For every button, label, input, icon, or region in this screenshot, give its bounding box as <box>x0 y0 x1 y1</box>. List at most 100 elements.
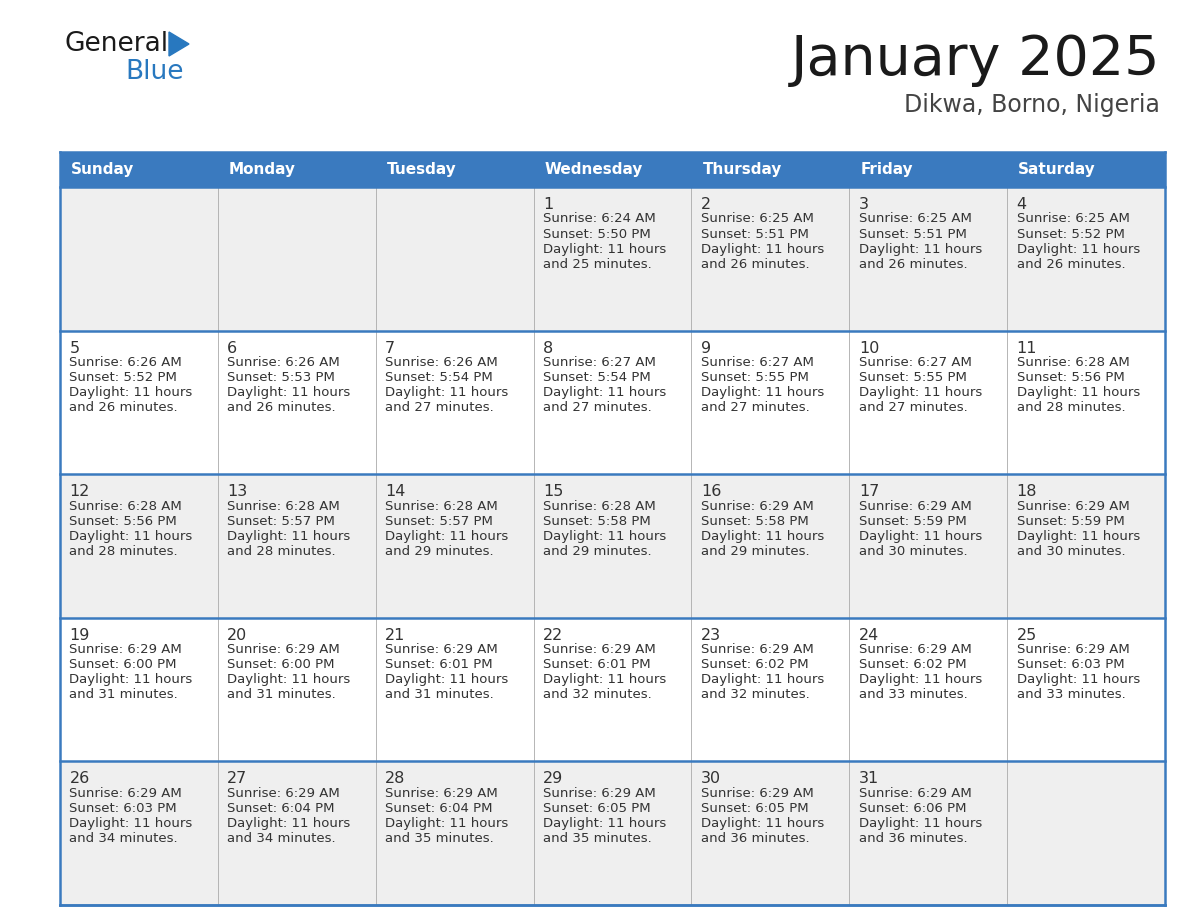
Text: 23: 23 <box>701 628 721 643</box>
Bar <box>849 187 1007 330</box>
Text: Daylight: 11 hours: Daylight: 11 hours <box>69 673 192 687</box>
Text: Daylight: 11 hours: Daylight: 11 hours <box>69 530 192 543</box>
Text: Sunset: 5:59 PM: Sunset: 5:59 PM <box>1017 515 1124 528</box>
Text: Daylight: 11 hours: Daylight: 11 hours <box>227 386 350 399</box>
Text: Sunset: 6:00 PM: Sunset: 6:00 PM <box>227 658 335 671</box>
Text: Sunset: 5:52 PM: Sunset: 5:52 PM <box>69 371 177 384</box>
Bar <box>849 761 1007 905</box>
Text: Sunset: 6:03 PM: Sunset: 6:03 PM <box>1017 658 1124 671</box>
Text: Daylight: 11 hours: Daylight: 11 hours <box>1017 530 1139 543</box>
Bar <box>375 152 533 187</box>
Text: Sunrise: 6:24 AM: Sunrise: 6:24 AM <box>543 212 656 226</box>
Text: Sunrise: 6:29 AM: Sunrise: 6:29 AM <box>543 644 656 656</box>
Text: Sunrise: 6:29 AM: Sunrise: 6:29 AM <box>859 787 972 800</box>
Text: 12: 12 <box>69 484 90 499</box>
Text: Sunrise: 6:29 AM: Sunrise: 6:29 AM <box>227 787 340 800</box>
Text: Sunrise: 6:29 AM: Sunrise: 6:29 AM <box>227 644 340 656</box>
Text: and 33 minutes.: and 33 minutes. <box>859 688 967 701</box>
Text: 11: 11 <box>1017 341 1037 355</box>
Bar <box>1007 187 1165 330</box>
Text: Sunset: 5:51 PM: Sunset: 5:51 PM <box>701 228 809 241</box>
Bar <box>1007 475 1165 618</box>
Text: Sunrise: 6:28 AM: Sunrise: 6:28 AM <box>543 499 656 512</box>
Text: Sunrise: 6:29 AM: Sunrise: 6:29 AM <box>701 787 814 800</box>
Text: January 2025: January 2025 <box>790 33 1159 87</box>
Bar <box>217 475 375 618</box>
Bar <box>1007 152 1165 187</box>
Text: and 28 minutes.: and 28 minutes. <box>69 544 178 558</box>
Text: Daylight: 11 hours: Daylight: 11 hours <box>543 817 666 830</box>
Text: Daylight: 11 hours: Daylight: 11 hours <box>859 817 982 830</box>
Text: 15: 15 <box>543 484 563 499</box>
Text: 18: 18 <box>1017 484 1037 499</box>
Text: Sunrise: 6:26 AM: Sunrise: 6:26 AM <box>227 356 340 369</box>
Text: and 27 minutes.: and 27 minutes. <box>701 401 810 414</box>
Text: Wednesday: Wednesday <box>544 162 643 177</box>
Text: and 32 minutes.: and 32 minutes. <box>701 688 810 701</box>
Text: Sunset: 6:06 PM: Sunset: 6:06 PM <box>859 802 966 815</box>
Text: Sunset: 5:54 PM: Sunset: 5:54 PM <box>543 371 651 384</box>
Text: Sunset: 6:04 PM: Sunset: 6:04 PM <box>227 802 335 815</box>
Text: and 25 minutes.: and 25 minutes. <box>543 258 652 271</box>
Text: 2: 2 <box>701 197 712 212</box>
Text: and 31 minutes.: and 31 minutes. <box>385 688 494 701</box>
Text: and 26 minutes.: and 26 minutes. <box>69 401 178 414</box>
Text: and 28 minutes.: and 28 minutes. <box>227 544 336 558</box>
Text: Daylight: 11 hours: Daylight: 11 hours <box>543 530 666 543</box>
Text: 13: 13 <box>227 484 247 499</box>
Text: Daylight: 11 hours: Daylight: 11 hours <box>1017 673 1139 687</box>
Bar <box>61 330 217 475</box>
Text: Daylight: 11 hours: Daylight: 11 hours <box>859 386 982 399</box>
Text: Daylight: 11 hours: Daylight: 11 hours <box>227 817 350 830</box>
Polygon shape <box>169 32 189 56</box>
Text: and 29 minutes.: and 29 minutes. <box>385 544 494 558</box>
Text: 26: 26 <box>69 771 90 787</box>
Text: Sunrise: 6:26 AM: Sunrise: 6:26 AM <box>69 356 182 369</box>
Text: Daylight: 11 hours: Daylight: 11 hours <box>701 530 824 543</box>
Bar <box>691 330 849 475</box>
Bar <box>691 761 849 905</box>
Text: and 36 minutes.: and 36 minutes. <box>701 832 809 845</box>
Text: Daylight: 11 hours: Daylight: 11 hours <box>385 530 508 543</box>
Text: Daylight: 11 hours: Daylight: 11 hours <box>543 386 666 399</box>
Text: Blue: Blue <box>125 59 183 85</box>
Text: and 31 minutes.: and 31 minutes. <box>227 688 336 701</box>
Text: Tuesday: Tuesday <box>387 162 456 177</box>
Text: Sunrise: 6:29 AM: Sunrise: 6:29 AM <box>859 644 972 656</box>
Text: Daylight: 11 hours: Daylight: 11 hours <box>385 817 508 830</box>
Text: and 31 minutes.: and 31 minutes. <box>69 688 178 701</box>
Text: Sunrise: 6:29 AM: Sunrise: 6:29 AM <box>701 644 814 656</box>
Text: 10: 10 <box>859 341 879 355</box>
Text: and 35 minutes.: and 35 minutes. <box>385 832 494 845</box>
Text: Thursday: Thursday <box>702 162 782 177</box>
Text: 5: 5 <box>69 341 80 355</box>
Text: 1: 1 <box>543 197 554 212</box>
Text: Sunrise: 6:29 AM: Sunrise: 6:29 AM <box>69 787 182 800</box>
Text: Daylight: 11 hours: Daylight: 11 hours <box>1017 386 1139 399</box>
Bar <box>61 152 217 187</box>
Bar <box>533 152 691 187</box>
Text: and 36 minutes.: and 36 minutes. <box>859 832 967 845</box>
Text: Sunset: 5:53 PM: Sunset: 5:53 PM <box>227 371 335 384</box>
Text: 3: 3 <box>859 197 868 212</box>
Text: and 33 minutes.: and 33 minutes. <box>1017 688 1125 701</box>
Text: Sunrise: 6:28 AM: Sunrise: 6:28 AM <box>69 499 182 512</box>
Text: and 30 minutes.: and 30 minutes. <box>859 544 967 558</box>
Text: Sunset: 5:59 PM: Sunset: 5:59 PM <box>859 515 967 528</box>
Text: Daylight: 11 hours: Daylight: 11 hours <box>385 673 508 687</box>
Text: and 26 minutes.: and 26 minutes. <box>1017 258 1125 271</box>
Bar <box>533 761 691 905</box>
Text: Sunset: 5:54 PM: Sunset: 5:54 PM <box>385 371 493 384</box>
Text: Sunset: 5:57 PM: Sunset: 5:57 PM <box>385 515 493 528</box>
Text: and 30 minutes.: and 30 minutes. <box>1017 544 1125 558</box>
Text: Sunrise: 6:25 AM: Sunrise: 6:25 AM <box>701 212 814 226</box>
Text: 19: 19 <box>69 628 90 643</box>
Text: Sunrise: 6:28 AM: Sunrise: 6:28 AM <box>227 499 340 512</box>
Bar <box>375 330 533 475</box>
Text: Saturday: Saturday <box>1018 162 1097 177</box>
Text: Daylight: 11 hours: Daylight: 11 hours <box>69 386 192 399</box>
Bar <box>61 761 217 905</box>
Text: Sunset: 6:05 PM: Sunset: 6:05 PM <box>543 802 651 815</box>
Text: and 29 minutes.: and 29 minutes. <box>701 544 809 558</box>
Text: Daylight: 11 hours: Daylight: 11 hours <box>701 242 824 255</box>
